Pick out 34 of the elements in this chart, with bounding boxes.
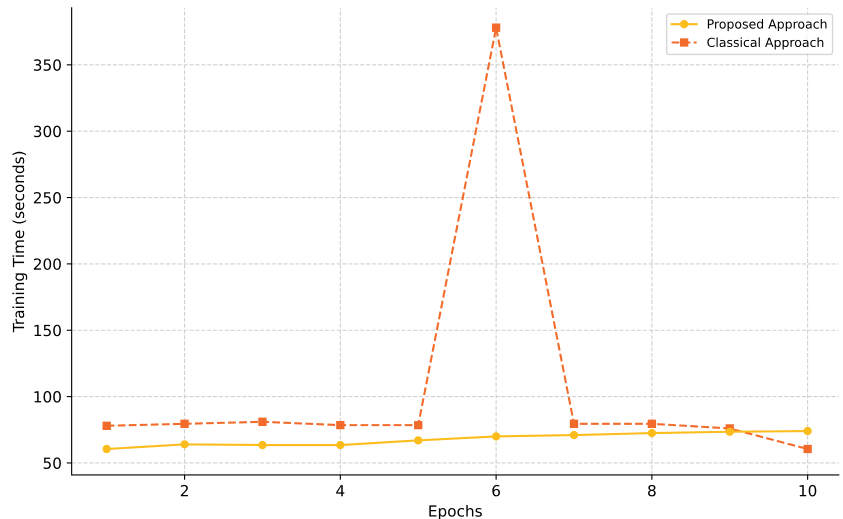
y-tick-label: 300 <box>34 126 61 138</box>
point <box>726 428 734 436</box>
y-tick-label: 200 <box>34 258 61 270</box>
point <box>336 440 345 450</box>
legend-label: Proposed Approach <box>708 19 826 32</box>
x-tick-label: 2 <box>180 484 188 496</box>
point <box>258 440 267 450</box>
point <box>102 444 111 454</box>
point <box>648 428 656 438</box>
y-axis-title: Training Time (seconds) <box>12 152 28 332</box>
legend-label: Classical Approach <box>707 37 824 50</box>
y-tick-label: 350 <box>34 59 61 71</box>
point <box>803 444 812 454</box>
point <box>570 420 578 428</box>
point <box>336 420 345 430</box>
y-tick-label: 250 <box>34 192 61 204</box>
point <box>803 426 812 436</box>
x-tick-label: 10 <box>800 484 816 496</box>
y-tick-label: 50 <box>44 457 61 469</box>
point <box>180 420 189 428</box>
x-tick-label: 6 <box>492 484 500 496</box>
x-tick-label: 8 <box>648 484 656 496</box>
point <box>258 418 267 426</box>
point <box>180 440 189 449</box>
point <box>102 422 111 430</box>
x-tick-label: 4 <box>336 485 344 496</box>
point <box>492 432 500 441</box>
point <box>414 436 422 445</box>
point <box>648 420 656 428</box>
y-tick-label: 100 <box>34 391 61 403</box>
point <box>414 420 422 430</box>
y-tick-label: 150 <box>34 324 61 336</box>
point <box>492 24 500 32</box>
point <box>570 430 578 440</box>
